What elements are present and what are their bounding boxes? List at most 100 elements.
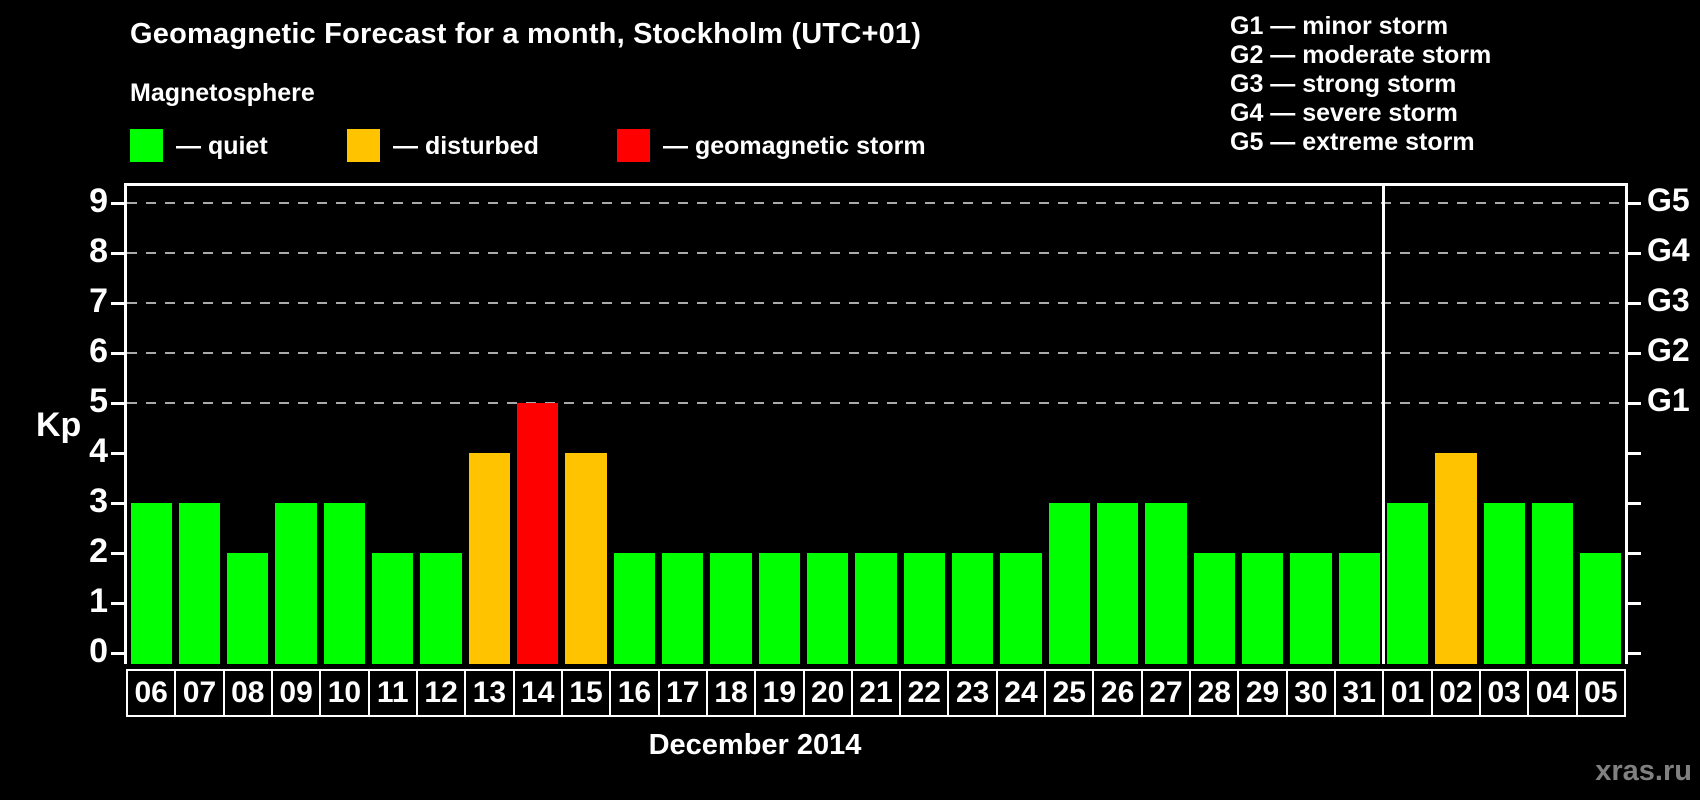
day-label-cell: 21 <box>850 669 902 717</box>
y-tick-label-8: 8 <box>89 232 108 270</box>
kp-bar-day-19 <box>758 553 800 664</box>
kp-bar-day-17 <box>662 553 704 664</box>
kp-bar-day-25 <box>1048 503 1090 664</box>
kp-bar-day-22 <box>903 553 945 664</box>
day-label-cell: 10 <box>319 669 370 717</box>
storm-scale-line-g2: G2 — moderate storm <box>1230 41 1492 69</box>
kp-bar-day-01 <box>1386 503 1429 664</box>
y-tick-5 <box>111 402 124 405</box>
gridline-kp5 <box>127 402 1625 404</box>
legend-swatch-quiet <box>130 129 163 162</box>
kp-bar-day-11 <box>372 553 414 664</box>
kp-bar-day-06 <box>130 503 172 664</box>
day-label-cell: 15 <box>560 669 612 717</box>
g-scale-tick-3 <box>1628 502 1641 505</box>
kp-bar-day-30 <box>1290 553 1332 664</box>
storm-scale-line-g4: G4 — severe storm <box>1230 99 1458 127</box>
kp-bar-day-14 <box>517 403 559 664</box>
plot-border-left <box>124 183 127 664</box>
g-scale-label-g1: G1 <box>1647 382 1690 418</box>
y-tick-8 <box>111 252 124 255</box>
day-label-cell: 11 <box>367 669 418 717</box>
plot-border-top <box>124 183 1628 186</box>
y-tick-3 <box>111 502 124 505</box>
day-label-cell: 07 <box>174 669 225 717</box>
g-scale-tick-0 <box>1628 652 1641 655</box>
storm-scale-legend: G1 — minor storm G2 — moderate storm G3 — … <box>1230 12 1491 157</box>
kp-bar-day-15 <box>565 453 607 664</box>
y-tick-4 <box>111 452 124 455</box>
x-axis-title: December 2014 <box>648 729 862 761</box>
y-tick-label-1: 1 <box>89 582 108 620</box>
g-scale-tick-2 <box>1628 552 1641 555</box>
kp-bar-day-18 <box>710 553 752 664</box>
kp-bar-day-27 <box>1145 503 1187 664</box>
gridline-kp8 <box>127 252 1625 254</box>
day-label-cell: 29 <box>1237 669 1288 717</box>
day-label-cell: 02 <box>1430 669 1482 717</box>
kp-bar-day-08 <box>227 553 269 664</box>
kp-bar-day-09 <box>275 503 317 664</box>
y-tick-label-5: 5 <box>89 382 108 420</box>
g-scale-label-g4: G4 <box>1647 232 1690 268</box>
day-label-cell: 13 <box>464 669 515 717</box>
month-divider <box>1381 183 1385 664</box>
gridline-kp7 <box>127 302 1625 304</box>
kp-bar-day-21 <box>855 553 897 664</box>
day-label-cell: 01 <box>1382 669 1433 717</box>
kp-bar-day-03 <box>1483 503 1525 664</box>
plot-border-right <box>1625 183 1628 664</box>
kp-bar-day-07 <box>178 503 221 664</box>
storm-scale-line-g3: G3 — strong storm <box>1230 70 1457 98</box>
kp-bar-day-31 <box>1338 553 1380 664</box>
y-tick-label-4: 4 <box>89 432 108 470</box>
day-label-cell: 22 <box>899 669 950 717</box>
day-label-cell: 20 <box>802 669 853 717</box>
day-label-cell: 09 <box>270 669 322 717</box>
kp-bar-day-29 <box>1241 553 1284 664</box>
kp-bar-day-28 <box>1193 553 1235 664</box>
day-label-cell: 24 <box>995 669 1047 717</box>
g-scale-tick-7 <box>1628 302 1641 305</box>
watermark: xras.ru <box>1595 755 1692 787</box>
y-tick-7 <box>111 302 124 305</box>
y-tick-9 <box>111 202 124 205</box>
kp-bar-day-05 <box>1580 553 1622 664</box>
kp-bar-day-13 <box>468 453 511 664</box>
y-tick-label-0: 0 <box>89 632 108 670</box>
kp-bar-day-04 <box>1531 503 1574 664</box>
g-scale-label-g2: G2 <box>1647 332 1690 368</box>
day-label-cell: 03 <box>1479 669 1530 717</box>
legend-label-quiet: — quiet <box>176 132 268 160</box>
g-scale-label-g3: G3 <box>1647 282 1690 318</box>
g-scale-tick-4 <box>1628 452 1641 455</box>
day-label-cell: 30 <box>1285 669 1337 717</box>
kp-bar-day-12 <box>420 553 462 664</box>
y-tick-label-2: 2 <box>89 532 108 570</box>
kp-bar-day-24 <box>1000 553 1042 664</box>
legend-swatch-disturbed <box>347 129 380 162</box>
kp-bar-day-26 <box>1096 503 1139 664</box>
day-label-cell: 06 <box>126 669 177 717</box>
day-label-cell: 26 <box>1092 669 1143 717</box>
day-label-cell: 19 <box>754 669 805 717</box>
y-tick-label-3: 3 <box>89 482 108 520</box>
legend-label-disturbed: — disturbed <box>393 132 539 160</box>
legend-label-storm: — geomagnetic storm <box>663 132 926 160</box>
kp-bar-day-23 <box>951 553 994 664</box>
kp-bar-day-10 <box>323 503 366 664</box>
g-scale-tick-6 <box>1628 352 1641 355</box>
g-scale-tick-1 <box>1628 602 1641 605</box>
y-tick-label-7: 7 <box>89 282 108 320</box>
kp-bar-day-20 <box>807 553 849 664</box>
day-label-cell: 23 <box>947 669 998 717</box>
day-label-cell: 17 <box>657 669 708 717</box>
day-label-cell: 05 <box>1575 669 1626 717</box>
y-tick-1 <box>111 602 124 605</box>
g-scale-tick-9 <box>1628 202 1641 205</box>
day-label-cell: 14 <box>512 669 563 717</box>
legend-heading: Magnetosphere <box>130 79 315 107</box>
day-label-cell: 25 <box>1044 669 1095 717</box>
kp-bar-day-02 <box>1435 453 1477 664</box>
